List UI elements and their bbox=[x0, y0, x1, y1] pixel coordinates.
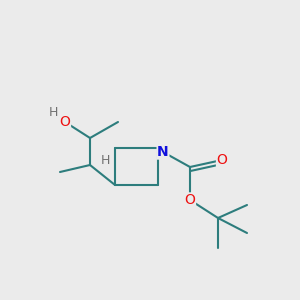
Text: H: H bbox=[48, 106, 58, 118]
Text: O: O bbox=[184, 193, 195, 207]
Text: N: N bbox=[157, 145, 169, 159]
Text: H: H bbox=[100, 154, 110, 166]
Text: O: O bbox=[217, 153, 227, 167]
Text: O: O bbox=[60, 115, 70, 129]
